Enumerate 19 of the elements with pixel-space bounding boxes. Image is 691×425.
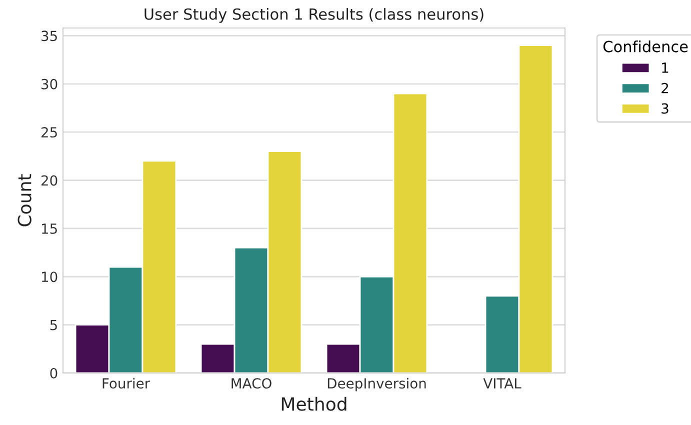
legend-label: 3 [662,103,668,114]
y-tick-label: 0 [50,368,58,378]
x-tick-label: MACO [232,378,272,389]
y-tick-label: 25 [41,127,57,138]
y-tick-label: 5 [50,320,57,330]
y-tick-label: 10 [42,272,58,282]
legend-title: Confidence [603,40,688,52]
legend-label: 2 [662,82,668,94]
chart-title: User Study Section 1 Results (class neurons) [144,8,484,23]
x-tick-label: VITAL [483,378,522,388]
x-axis-title: Method [282,396,346,411]
y-tick-label: 15 [42,224,57,234]
y-tick-label: 20 [41,175,58,186]
x-tick-label: Fourier [102,378,150,389]
legend-label: 1 [662,62,668,73]
y-tick-label: 30 [42,78,58,90]
y-tick-label: 35 [42,30,57,42]
y-axis-title: Count [18,174,32,226]
x-tick-label: DeepInversion [328,378,426,392]
